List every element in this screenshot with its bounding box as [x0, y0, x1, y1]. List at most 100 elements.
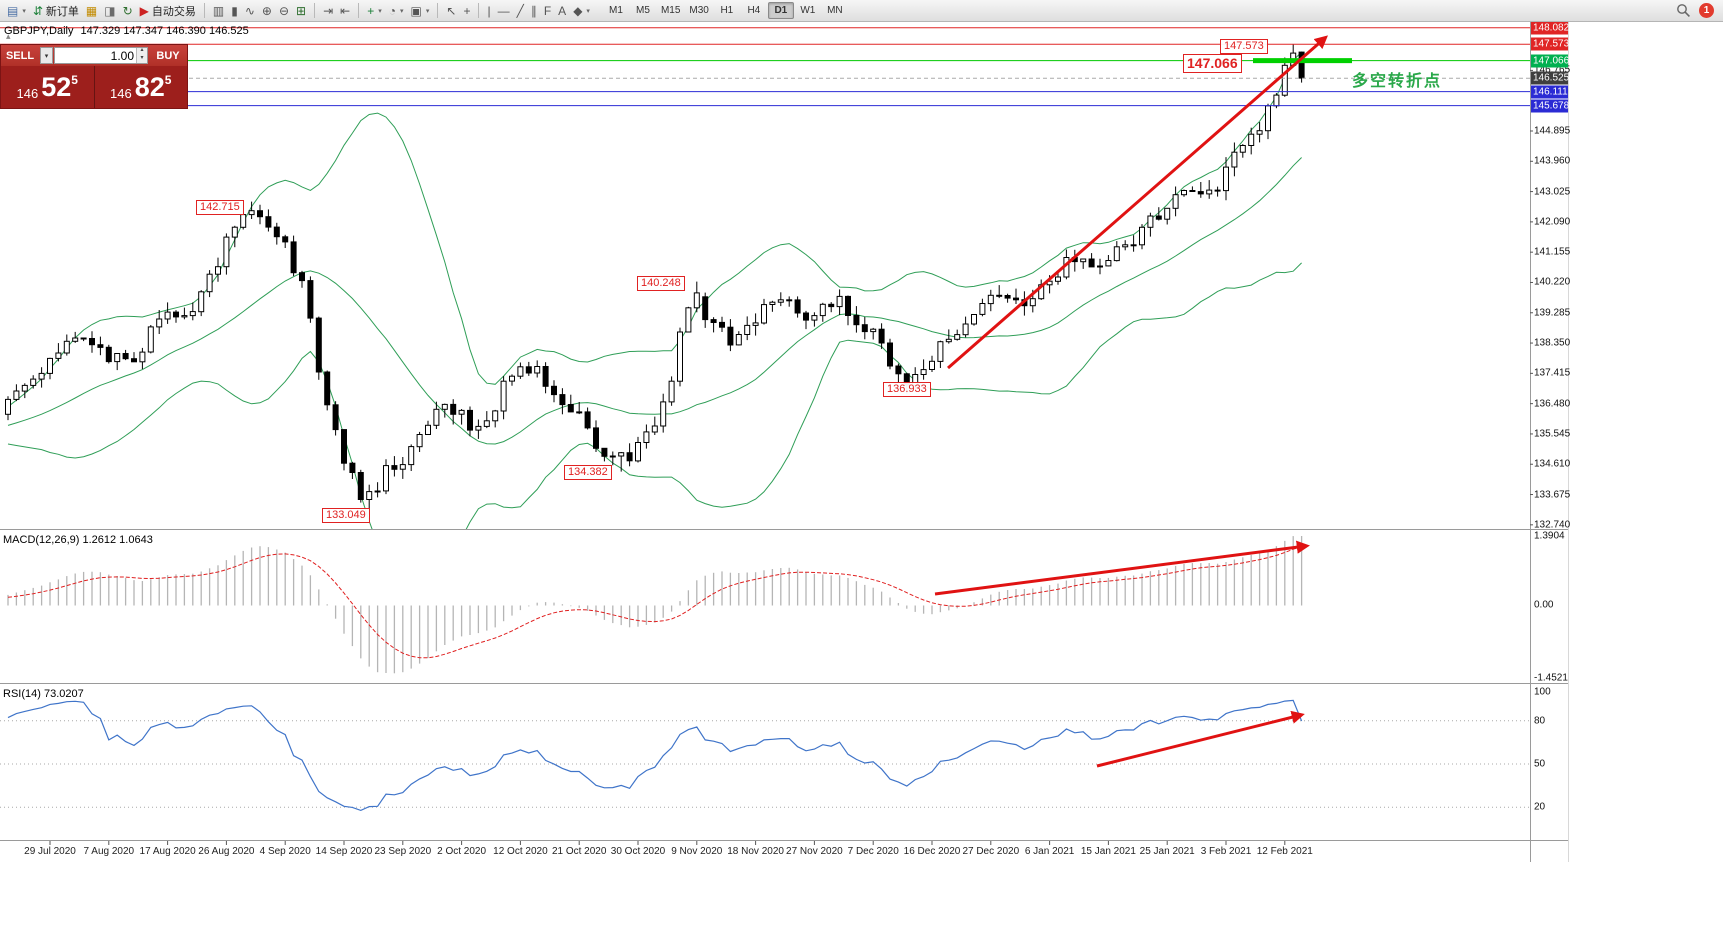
fibonacci-icon[interactable]: F — [541, 2, 554, 20]
buy-price-button[interactable]: 146 82 5 — [95, 66, 188, 108]
time-axis-label: 12 Oct 2020 — [493, 846, 548, 857]
time-axis-label: 23 Sep 2020 — [374, 846, 432, 857]
vertical-line-icon[interactable]: | — [484, 2, 493, 20]
trend-arrow-1[interactable] — [947, 35, 1328, 370]
one-click-header: SELL ▾ ▴▾ BUY — [1, 45, 187, 66]
macd-scale-zero: 0.00 — [1534, 599, 1554, 611]
timeframe-button-m30[interactable]: M30 — [689, 5, 709, 16]
time-axis-label: 26 Aug 2020 — [198, 846, 255, 857]
text-icon[interactable]: A — [555, 2, 569, 20]
time-axis-label: 6 Jan 2021 — [1024, 846, 1075, 857]
buy-price-int: 146 — [110, 86, 132, 101]
chart-shift-icon[interactable]: ⇤ — [337, 2, 353, 20]
pane-separators — [0, 22, 1569, 862]
sell-label[interactable]: SELL — [5, 49, 35, 62]
indicators-icon[interactable]: + ▾ — [364, 2, 385, 20]
templates-icon[interactable]: ▣ ▾ — [408, 2, 433, 20]
one-click-prices: 146 52 5 146 82 5 — [1, 66, 187, 108]
indicators-glyph: + — [367, 3, 375, 18]
price-scale-box-148.082: 148.082 — [1531, 21, 1570, 35]
chevron-down-icon: ▾ — [22, 7, 26, 15]
timeframe-toolbar: M1 M5 M15 M30 H1 H4 D1 W1 MN — [603, 2, 848, 19]
zoom-in-icon[interactable]: ⊕ — [259, 2, 275, 20]
time-axis-label: 29 Jul 2020 — [24, 846, 76, 857]
swing-annotation-140.248[interactable]: 140.248 — [637, 276, 685, 291]
rsi-scale-50: 50 — [1534, 758, 1546, 770]
vertical-line-glyph: | — [487, 3, 491, 18]
trend-arrow-3[interactable] — [1096, 710, 1305, 768]
macd-signal-line — [7, 546, 1302, 659]
sell-price-int: 146 — [16, 86, 39, 101]
arrows-tool-icon[interactable]: ◆ ▾ — [570, 2, 593, 20]
toolbar-separator — [203, 3, 205, 18]
timeframe-button-m5[interactable]: M5 — [635, 5, 650, 16]
time-axis-label: 16 Dec 2020 — [903, 846, 961, 857]
line-chart-type-icon[interactable]: ∿ — [242, 2, 258, 20]
one-click-collapse-icon[interactable]: ▴ — [6, 31, 11, 41]
candlestick-chart-type-icon[interactable]: ▮ — [228, 2, 241, 20]
time-axis-label: 15 Jan 2021 — [1080, 846, 1136, 857]
timeframe-button-m15[interactable]: M15 — [660, 5, 681, 16]
volume-input[interactable] — [55, 48, 136, 63]
zoom-out-icon[interactable]: ⊖ — [276, 2, 292, 20]
auto-scroll-icon[interactable]: ⇥ — [320, 2, 336, 20]
auto-trading-button[interactable]: ▶ 自动交易 — [137, 2, 199, 20]
horizontal-line-icon[interactable]: — — [495, 2, 513, 20]
timeframe-button-h1[interactable]: H1 — [720, 5, 734, 16]
toolbar-separator — [478, 3, 480, 18]
price-scale-box-147.573: 147.573 — [1531, 37, 1570, 51]
time-axis-label: 27 Dec 2020 — [962, 846, 1020, 857]
new-chart-icon[interactable]: ▦ — [83, 2, 100, 20]
periods-icon[interactable]: ◔ ▾ — [386, 2, 407, 20]
timeframe-button-d1[interactable]: D1 — [767, 2, 794, 19]
time-axis-label: 7 Aug 2020 — [83, 846, 135, 857]
chart-symbol-period: GBPJPY,Daily — [4, 25, 74, 37]
trend-arrow-2[interactable] — [934, 540, 1310, 596]
templates-glyph: ▣ — [410, 3, 422, 18]
refresh-icon[interactable]: ↻ — [120, 2, 136, 20]
volume-spinner[interactable]: ▴ ▾ — [136, 47, 147, 63]
buy-label[interactable]: BUY — [156, 49, 180, 62]
timeframe-button-h4[interactable]: H4 — [747, 5, 761, 16]
volume-dropdown[interactable]: ▾ — [40, 47, 53, 64]
charts-window-icon[interactable]: ▤ ▾ — [4, 2, 29, 20]
swing-annotation-134.382[interactable]: 134.382 — [564, 465, 612, 480]
spinner-down-icon[interactable]: ▾ — [137, 55, 147, 63]
price-scale-box-147.066: 147.066 — [1531, 54, 1570, 68]
price-scale-tick: 142.090 — [1534, 216, 1571, 228]
swing-annotation-147.573[interactable]: 147.573 — [1220, 39, 1268, 54]
timeframe-button-w1[interactable]: W1 — [800, 5, 816, 16]
swing-annotation-136.933[interactable]: 136.933 — [883, 382, 931, 397]
price-scale-tick: 132.740 — [1534, 519, 1571, 531]
price-scale-tick: 144.895 — [1534, 125, 1571, 137]
time-axis-label: 17 Aug 2020 — [139, 846, 196, 857]
swing-annotation-133.049[interactable]: 133.049 — [322, 508, 370, 523]
sell-price-frac: 5 — [71, 73, 78, 87]
price-scale-tick: 143.960 — [1534, 155, 1571, 167]
notification-badge[interactable]: 1 — [1699, 3, 1714, 18]
price-scale-tick: 136.480 — [1534, 398, 1571, 410]
charts-window-glyph: ▤ — [7, 3, 19, 18]
crosshair-glyph: + — [463, 3, 471, 18]
swing-annotation-147.066[interactable]: 147.066 — [1183, 54, 1242, 73]
buy-price-frac: 5 — [164, 73, 172, 87]
crosshair-icon[interactable]: + — [460, 2, 473, 20]
cursor-icon[interactable]: ↖ — [443, 2, 459, 20]
profiles-icon[interactable]: ◨ — [101, 2, 118, 20]
search-icon[interactable] — [1673, 2, 1694, 20]
time-axis-label: 12 Feb 2021 — [1256, 846, 1313, 857]
new-order-button[interactable]: ⇵ 新订单 — [30, 2, 82, 20]
timeframe-button-m1[interactable]: M1 — [608, 5, 623, 16]
swing-annotation-142.715[interactable]: 142.715 — [196, 200, 244, 215]
tile-windows-icon[interactable]: ⊞ — [293, 2, 309, 20]
chevron-down-icon: ▾ — [425, 7, 430, 15]
fibonacci-glyph: F — [543, 3, 552, 18]
trendline-icon[interactable]: ╱ — [514, 2, 527, 20]
sell-price-button[interactable]: 146 52 5 — [1, 66, 95, 108]
price-scale-tick: 137.415 — [1534, 367, 1571, 379]
zoom-in-glyph: ⊕ — [261, 3, 272, 18]
refresh-glyph: ↻ — [122, 3, 133, 18]
channel-icon[interactable]: ∥ — [528, 2, 540, 20]
bar-chart-type-icon[interactable]: ▥ — [210, 2, 227, 20]
timeframe-button-mn[interactable]: MN — [827, 5, 843, 16]
